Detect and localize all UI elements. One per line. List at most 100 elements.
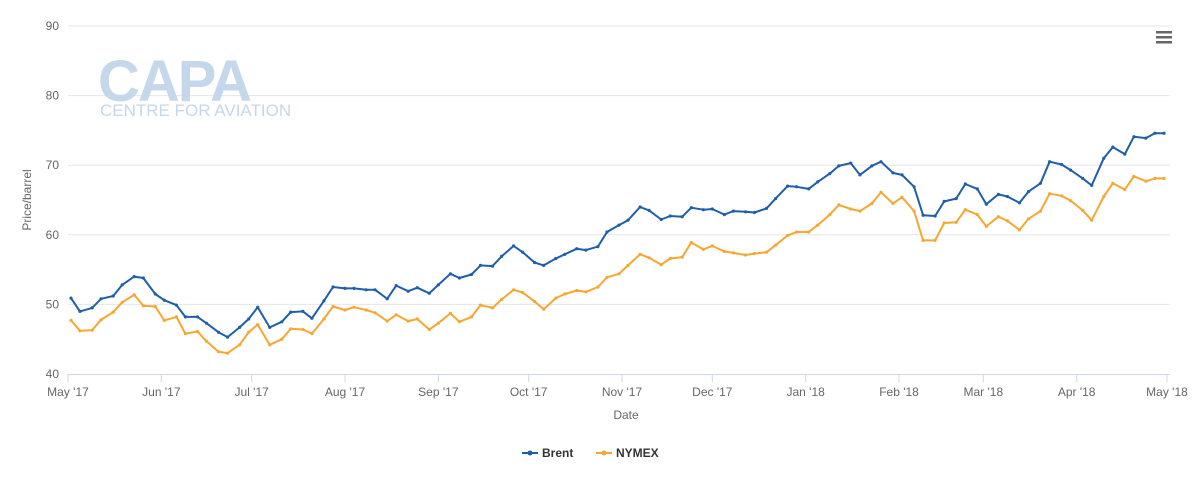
data-point [69, 296, 73, 300]
data-point [752, 210, 757, 215]
y-tick-label: 80 [46, 89, 60, 103]
data-point [984, 224, 988, 228]
data-point [774, 243, 778, 247]
data-point [942, 221, 946, 225]
data-point [448, 311, 452, 315]
data-point [891, 171, 895, 175]
data-point [226, 335, 230, 339]
data-point [1102, 194, 1106, 199]
data-point [1132, 135, 1136, 139]
data-point [984, 202, 988, 206]
data-point [542, 307, 546, 311]
data-point [195, 329, 200, 334]
data-point [870, 164, 874, 168]
data-point [415, 317, 419, 321]
hamburger-menu-icon[interactable] [1150, 26, 1178, 48]
data-point [996, 215, 1001, 219]
data-point [1123, 152, 1127, 156]
data-point [858, 173, 862, 177]
data-point [1005, 219, 1010, 223]
data-point [921, 213, 925, 217]
data-point [1162, 176, 1166, 180]
data-point [912, 185, 916, 189]
data-point [879, 160, 883, 164]
data-point [111, 310, 115, 314]
legend-marker [527, 450, 533, 456]
legend-label: NYMEX [616, 446, 659, 460]
data-point [710, 244, 714, 248]
data-point [69, 318, 73, 322]
data-point [436, 321, 440, 325]
data-point [268, 325, 272, 329]
data-point [816, 180, 820, 184]
data-point [331, 304, 335, 309]
data-point [204, 339, 209, 343]
data-point [722, 249, 727, 254]
data-point [352, 286, 356, 290]
data-point [216, 350, 221, 354]
data-point [647, 256, 651, 260]
data-point [247, 330, 251, 334]
data-point [90, 328, 94, 332]
data-point [1144, 179, 1148, 183]
data-point [584, 248, 588, 252]
y-tick-label: 40 [46, 367, 60, 381]
data-point [268, 343, 272, 347]
data-point [1090, 183, 1094, 187]
data-point [963, 208, 967, 212]
data-point [605, 275, 609, 279]
data-point [1162, 131, 1166, 135]
data-point [364, 308, 368, 312]
series-lines [69, 131, 1166, 355]
watermark-tagline: CENTRE FOR AVIATION [100, 101, 291, 120]
data-point [120, 300, 124, 304]
data-point [174, 315, 178, 319]
data-point [90, 306, 94, 310]
data-point [849, 207, 853, 211]
legend: Brent NYMEX [522, 446, 659, 460]
data-point [1038, 209, 1043, 213]
data-point [807, 187, 811, 191]
data-point [954, 197, 958, 201]
data-point [1048, 160, 1052, 164]
data-point [352, 305, 356, 309]
data-point [490, 306, 495, 310]
data-point [1069, 168, 1073, 172]
x-axis-title: Date [613, 408, 639, 422]
data-point [554, 256, 558, 261]
data-point [310, 332, 314, 336]
data-point [490, 264, 495, 268]
data-point [689, 240, 693, 245]
data-point [879, 190, 883, 194]
data-point [385, 297, 389, 301]
data-point [701, 247, 705, 251]
x-tick-label: Aug '17 [325, 385, 366, 399]
legend-item-nymex[interactable]: NYMEX [596, 446, 659, 460]
legend-label: Brent [542, 446, 573, 460]
data-point [1123, 188, 1127, 192]
data-point [858, 209, 862, 213]
data-point [415, 286, 419, 290]
data-point [659, 263, 663, 267]
data-point [457, 276, 461, 280]
data-point [617, 223, 621, 227]
data-point [1153, 176, 1157, 180]
data-point [816, 223, 820, 227]
data-point [954, 220, 958, 224]
data-point [626, 218, 630, 222]
data-point [575, 288, 579, 293]
data-point [596, 285, 600, 289]
data-point [638, 205, 642, 209]
data-point [731, 209, 736, 213]
data-point [226, 351, 230, 355]
legend-item-brent[interactable]: Brent [522, 446, 573, 460]
capa-watermark: CAPA CENTRE FOR AVIATION [98, 49, 291, 120]
data-point [870, 201, 874, 206]
data-point [975, 213, 979, 217]
data-point [343, 308, 347, 312]
x-tick-label: Nov '17 [602, 385, 643, 399]
x-tick-label: Apr '18 [1058, 385, 1096, 399]
data-point [837, 164, 841, 168]
data-point [500, 297, 504, 302]
data-point [689, 206, 693, 210]
